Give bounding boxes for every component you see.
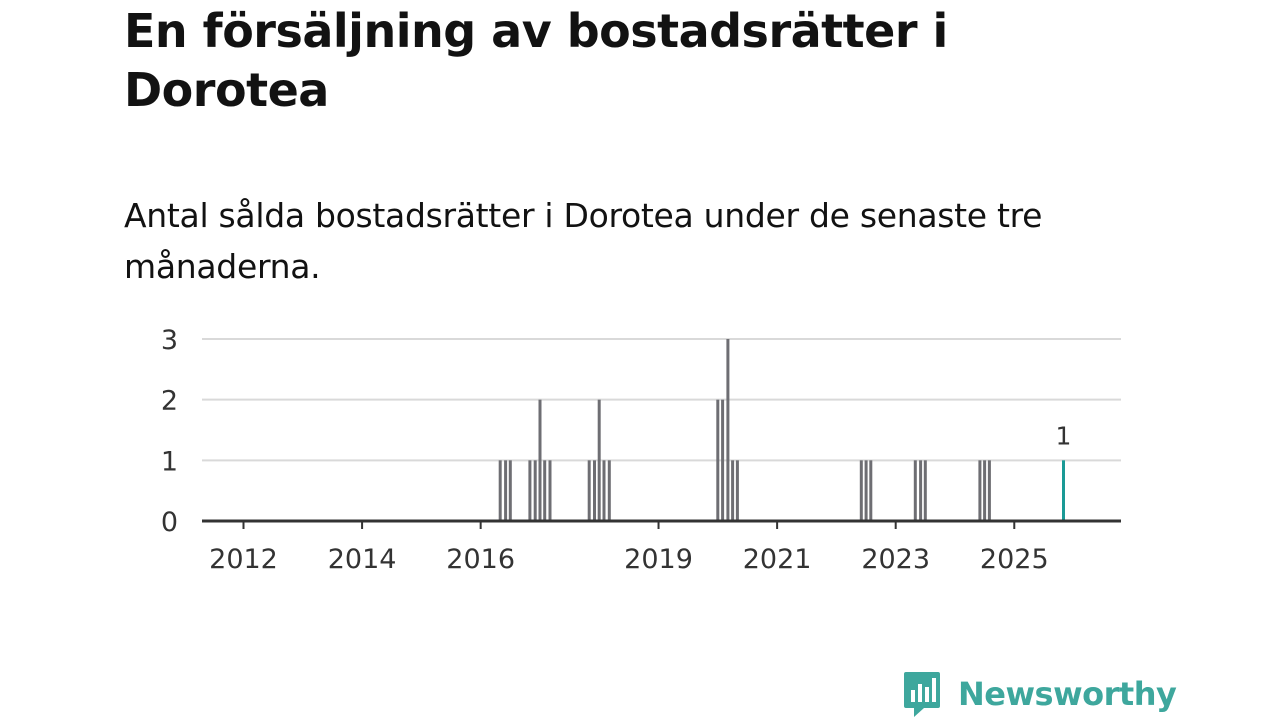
bar	[735, 460, 739, 521]
bar	[508, 460, 512, 521]
bar	[731, 460, 735, 521]
bar-value-label: 1	[1056, 421, 1072, 450]
bar	[859, 460, 863, 521]
x-axis-ticks: 2012 2014 2016 2019 2021 2023 2025	[209, 521, 1049, 575]
chart-title: En försäljning av bostadsrätter i Dorote…	[124, 4, 948, 117]
bar	[504, 460, 508, 521]
bar	[726, 339, 730, 521]
chart-subtitle: Antal sålda bostadsrätter i Dorotea unde…	[124, 196, 1043, 286]
bar	[607, 460, 611, 521]
x-tick-label: 2025	[980, 544, 1049, 575]
data-labels: 1	[1056, 421, 1072, 450]
bar	[548, 460, 552, 521]
bar	[869, 460, 873, 521]
bar	[913, 460, 917, 521]
x-tick-label: 2021	[743, 544, 812, 575]
bar	[543, 460, 547, 521]
bar	[919, 460, 923, 521]
bar	[983, 460, 987, 521]
bar	[498, 460, 502, 521]
bar	[978, 460, 982, 521]
y-tick-label: 3	[161, 325, 178, 356]
bar	[923, 460, 927, 521]
bar	[593, 460, 596, 521]
brand-name: Newsworthy	[958, 675, 1177, 713]
x-tick-label: 2023	[861, 544, 930, 575]
x-tick-label: 2019	[624, 544, 693, 575]
y-tick-label: 1	[161, 446, 178, 477]
x-tick-label: 2012	[209, 544, 278, 575]
bar	[587, 460, 591, 521]
bar	[538, 399, 542, 521]
bar	[602, 460, 606, 521]
x-tick-label: 2016	[446, 544, 515, 575]
bars	[498, 339, 1065, 521]
bar	[528, 460, 532, 521]
bar	[533, 460, 537, 521]
bar	[716, 399, 720, 521]
bar	[864, 460, 868, 521]
bar	[721, 399, 725, 521]
bar	[987, 460, 991, 521]
newsworthy-logo[interactable]: Newsworthy	[902, 670, 1177, 718]
highlighted-bar	[1062, 460, 1065, 521]
x-tick-label: 2014	[328, 544, 397, 575]
bar	[597, 399, 601, 521]
chart-bubble-icon	[904, 672, 940, 717]
grid-lines	[202, 338, 1121, 462]
y-tick-label: 0	[161, 507, 178, 538]
y-tick-label: 2	[161, 386, 178, 417]
y-axis-ticks: 0 1 2 3	[161, 325, 178, 538]
